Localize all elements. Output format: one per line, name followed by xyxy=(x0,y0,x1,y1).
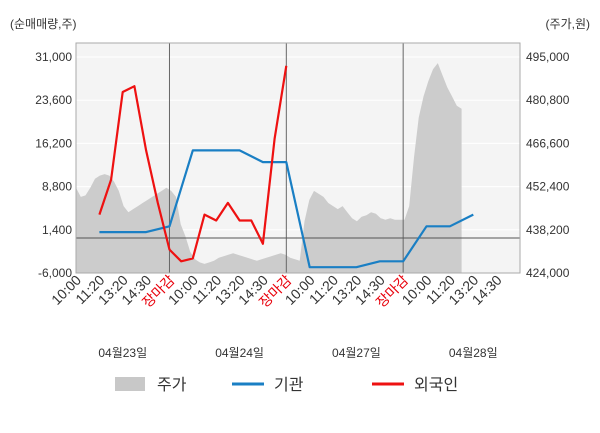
y-right-tick-label: 495,000 xyxy=(526,50,570,64)
legend-label-price: 주가 xyxy=(157,376,187,394)
y-left-tick-label: 31,000 xyxy=(35,50,72,64)
date-label: 04월28일 xyxy=(449,346,498,360)
plot-border xyxy=(75,42,521,274)
date-label: 04월27일 xyxy=(332,346,381,360)
y-left-unit-label: (순매매량,주) xyxy=(10,17,77,31)
y-left-tick-label: -6,000 xyxy=(38,266,72,280)
y-right-tick-label: 466,600 xyxy=(526,136,570,150)
y-right-tick-label: 424,000 xyxy=(526,266,570,280)
y-right-tick-label: 452,400 xyxy=(526,180,570,194)
series-line-inst xyxy=(99,149,474,269)
y-right-tick-label: 438,200 xyxy=(526,223,570,237)
legend-label-inst: 기관 xyxy=(274,376,304,394)
y-right-unit-label: (주가,원) xyxy=(546,17,590,31)
y-left-tick-label: 1,400 xyxy=(42,223,72,237)
legend-label-foreign: 외국인 xyxy=(414,376,458,394)
series-line-foreign xyxy=(98,65,288,263)
y-left-tick-label: 23,600 xyxy=(35,93,72,107)
y-left-tick-label: 16,200 xyxy=(35,136,72,150)
y-left-tick-label: 8,800 xyxy=(42,180,72,194)
date-label: 04월23일 xyxy=(98,346,147,360)
y-right-tick-label: 480,800 xyxy=(526,93,570,107)
date-label: 04월24일 xyxy=(215,346,264,360)
legend-swatch-price xyxy=(115,377,145,391)
